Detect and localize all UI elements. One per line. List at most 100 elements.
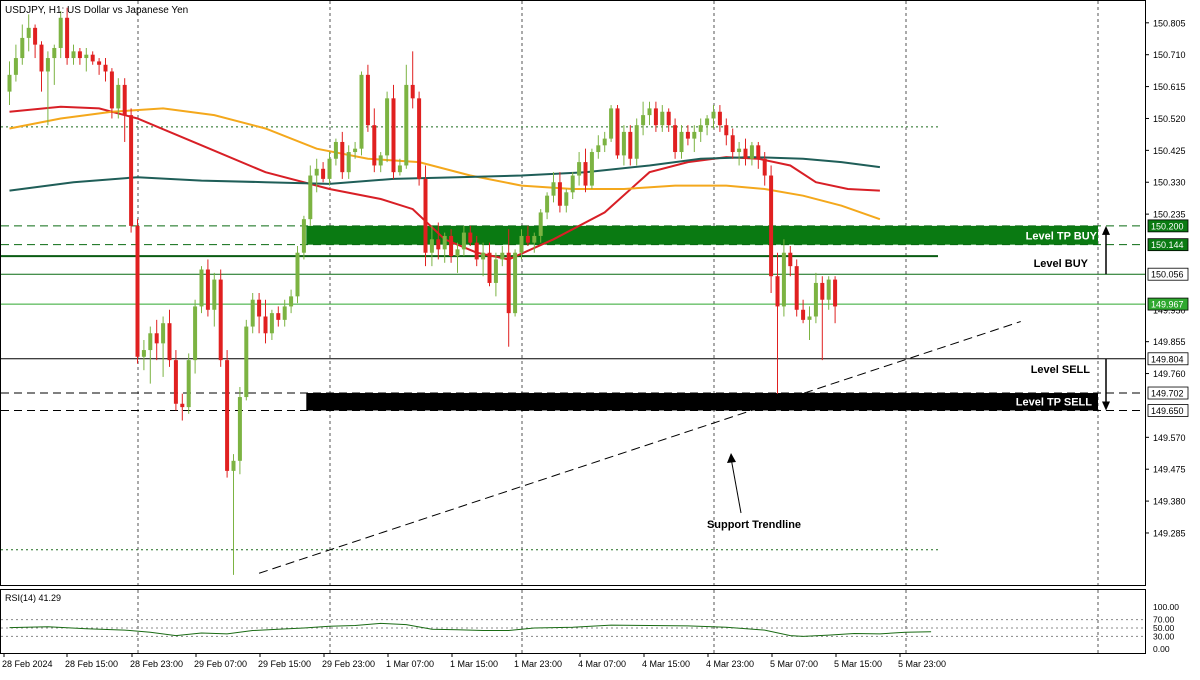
candle-body — [634, 125, 639, 159]
candle-body — [685, 131, 690, 139]
candle-body — [359, 74, 364, 149]
candle-body — [641, 115, 646, 126]
candle-body — [365, 74, 370, 126]
buy-arrow-head — [1102, 225, 1110, 235]
candle-body — [269, 313, 274, 334]
candle-body — [442, 235, 447, 250]
x-tick-label: 28 Feb 23:00 — [130, 659, 183, 669]
candle-body — [513, 252, 518, 314]
candle-body — [186, 360, 191, 408]
x-tick-label: 5 Mar 23:00 — [898, 659, 946, 669]
candle-body — [13, 58, 18, 75]
price-tag — [1147, 238, 1189, 252]
candle-body — [532, 235, 537, 243]
candle-body — [679, 131, 684, 153]
candle-body — [33, 27, 38, 45]
candle-body — [45, 58, 50, 72]
candle-body — [180, 403, 185, 408]
candle-body — [116, 84, 121, 109]
candle-body — [577, 162, 582, 176]
x-tick-label: 4 Mar 07:00 — [578, 659, 626, 669]
candle-body — [276, 313, 281, 320]
y-tick-label: 150.425 — [1153, 146, 1186, 156]
candle-body — [826, 279, 831, 300]
candle-body — [129, 115, 134, 226]
candle-body — [749, 145, 754, 159]
candle-body — [436, 239, 441, 250]
candle-body — [692, 131, 697, 139]
candle-body — [423, 178, 428, 253]
candle-body — [506, 252, 511, 314]
candle-body — [257, 299, 262, 317]
moving-averages-layer — [9, 105, 881, 261]
candle-body — [205, 269, 210, 310]
candle-body — [455, 249, 460, 257]
candle-body — [7, 74, 12, 92]
candle-body — [148, 333, 153, 351]
candle-body — [813, 282, 818, 317]
y-tick-label: 150.805 — [1153, 18, 1186, 28]
candle-body — [602, 138, 607, 146]
candle-body — [519, 235, 524, 253]
candle-body — [340, 141, 345, 173]
candle-body — [545, 195, 550, 213]
price-tag — [1147, 352, 1189, 366]
candle-body — [161, 323, 166, 344]
trendline-arrow-head — [727, 453, 736, 463]
candle-body — [730, 135, 735, 153]
candle-body — [794, 266, 799, 310]
price-tag — [1147, 297, 1189, 311]
chart-title: USDJPY, H1: US Dollar vs Japanese Yen — [5, 5, 188, 16]
candle-body — [90, 54, 95, 62]
price-tag — [1147, 267, 1189, 281]
candle-body — [583, 162, 588, 186]
candle-body — [557, 182, 562, 206]
candle-body — [20, 37, 25, 59]
candle-body — [289, 296, 294, 307]
candle-body — [493, 259, 498, 283]
rsi-panel-border — [0, 589, 1146, 654]
annotations-layer: Support Trendline Level TP BUY Level BUY Le… — [258, 225, 1110, 574]
candle-body — [801, 309, 806, 320]
candle-body — [353, 148, 358, 153]
candle-body — [218, 279, 223, 361]
candle-body — [417, 98, 422, 179]
candle-body — [346, 152, 351, 173]
sell-arrow-head — [1102, 401, 1110, 411]
support-trendline — [258, 321, 1021, 574]
candle-body — [468, 232, 473, 243]
candles-layer — [7, 7, 838, 575]
candle-body — [717, 111, 722, 126]
candle-body — [84, 54, 89, 59]
candle-body — [474, 242, 479, 260]
candle-body — [410, 84, 415, 99]
sell-zone — [306, 393, 1098, 411]
candle-body — [321, 168, 326, 179]
candle-body — [173, 360, 178, 404]
candle-body — [596, 145, 601, 153]
level-lines-layer — [1, 126, 1145, 551]
price-tag — [1147, 404, 1189, 417]
candle-body — [538, 212, 543, 236]
candle-body — [551, 182, 556, 196]
candle-body — [295, 252, 300, 297]
rsi-tick-label: 0.00 — [1153, 644, 1170, 654]
candle-body — [481, 252, 486, 260]
candle-body — [308, 175, 313, 220]
price-tag — [1147, 219, 1189, 233]
trendline-arrow-shaft — [730, 457, 742, 514]
candle-body — [429, 239, 434, 253]
candle-body — [103, 64, 108, 72]
candle-body — [589, 152, 594, 186]
y-tick-label: 149.380 — [1153, 497, 1186, 507]
price-tag-label: 149.804 — [1151, 354, 1184, 364]
moving-average-line — [9, 156, 881, 192]
candle-body — [564, 192, 569, 206]
candle-body — [621, 131, 626, 156]
candle-body — [666, 111, 671, 126]
candle-body — [775, 276, 780, 307]
candle-body — [52, 47, 57, 59]
level-label: Level SELL — [1031, 364, 1091, 376]
candle-body — [628, 131, 633, 159]
